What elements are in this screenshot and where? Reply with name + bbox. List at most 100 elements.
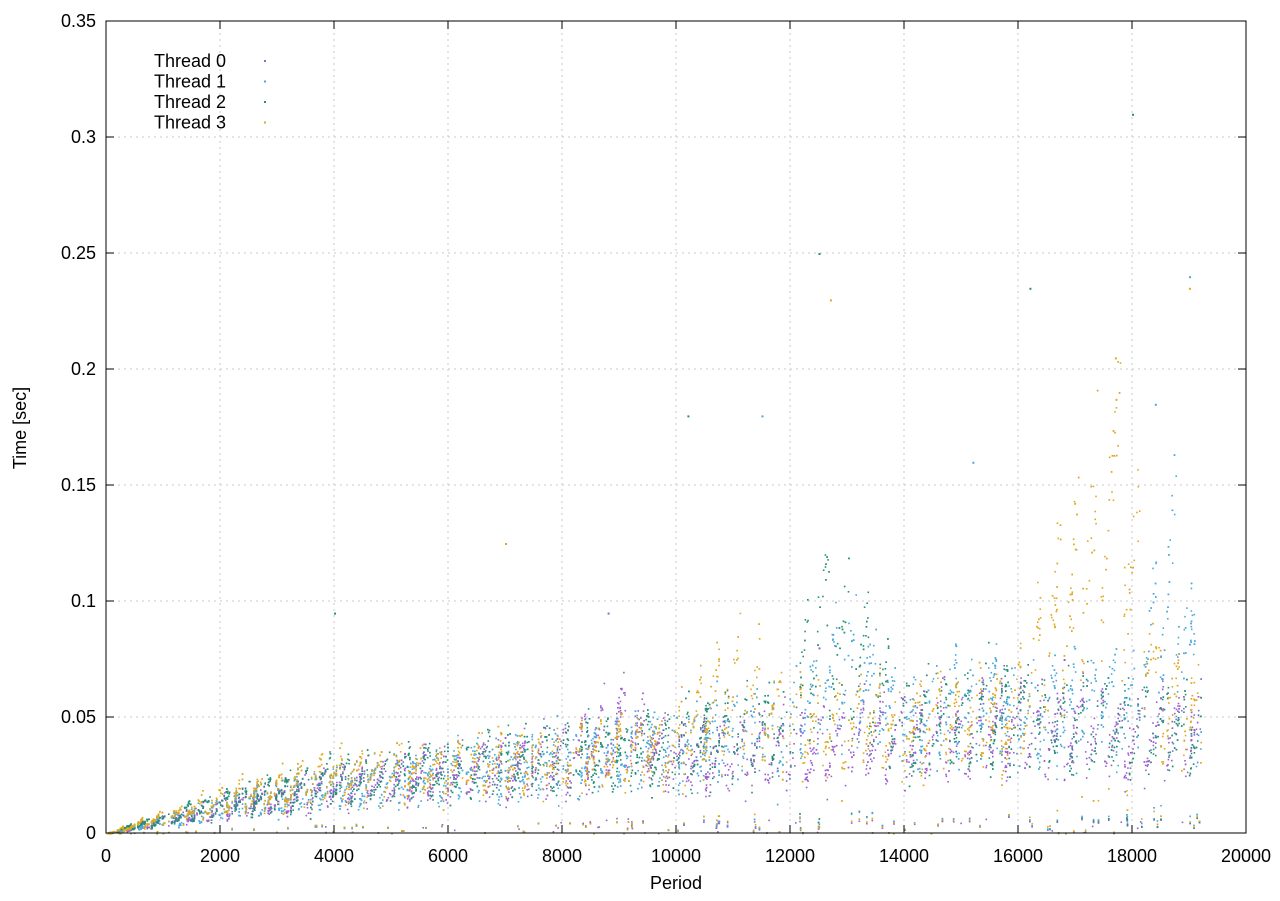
data-point — [616, 818, 618, 820]
data-point — [1052, 830, 1054, 832]
data-point — [756, 738, 758, 740]
data-point — [223, 795, 225, 797]
data-point — [324, 773, 326, 775]
data-point — [833, 688, 835, 690]
data-point — [281, 794, 283, 796]
data-point — [1095, 753, 1097, 755]
data-point — [942, 677, 944, 679]
data-point — [447, 794, 449, 796]
data-point — [970, 752, 972, 754]
data-point — [450, 805, 452, 807]
data-point — [971, 746, 973, 748]
data-point — [1131, 762, 1133, 764]
data-point — [850, 708, 852, 710]
outlier-point — [1064, 659, 1066, 661]
data-point — [348, 775, 350, 777]
data-point — [186, 809, 188, 811]
data-point — [557, 784, 559, 786]
data-point — [1157, 736, 1159, 738]
data-point — [802, 718, 804, 720]
data-point — [1176, 709, 1178, 711]
data-point — [457, 767, 459, 769]
data-point — [970, 750, 972, 752]
data-point — [1024, 767, 1026, 769]
data-point — [552, 761, 554, 763]
data-point — [903, 703, 905, 705]
data-point — [553, 763, 555, 765]
data-point — [505, 737, 507, 739]
data-point — [996, 715, 998, 717]
data-point — [1141, 826, 1143, 828]
data-point — [395, 786, 397, 788]
data-point — [737, 754, 739, 756]
data-point — [456, 776, 458, 778]
data-point — [546, 725, 548, 727]
data-point — [1162, 689, 1164, 691]
data-point — [415, 781, 417, 783]
data-point — [1178, 711, 1180, 713]
data-point — [740, 722, 742, 724]
data-point — [1114, 747, 1116, 749]
data-point — [593, 781, 595, 783]
data-point — [799, 686, 801, 688]
data-point — [1167, 692, 1169, 694]
data-point — [557, 769, 559, 771]
data-point — [723, 732, 725, 734]
data-point — [756, 746, 758, 748]
data-point — [1080, 689, 1082, 691]
data-point — [857, 738, 859, 740]
data-point — [982, 690, 984, 692]
data-point — [148, 818, 150, 820]
data-point — [1092, 731, 1094, 733]
data-point — [807, 769, 809, 771]
data-point — [321, 773, 323, 775]
data-point — [429, 798, 431, 800]
data-point — [924, 778, 926, 780]
data-point — [606, 769, 608, 771]
data-point — [438, 784, 440, 786]
data-point — [923, 690, 925, 692]
data-point — [213, 815, 215, 817]
data-point — [818, 822, 820, 824]
data-point — [198, 809, 200, 811]
data-point — [1109, 756, 1111, 758]
data-point — [294, 793, 296, 795]
data-point — [567, 792, 569, 794]
data-point — [1007, 670, 1009, 672]
data-point — [716, 727, 718, 729]
data-point — [866, 765, 868, 767]
data-point — [1169, 755, 1171, 757]
data-point — [705, 776, 707, 778]
data-point — [322, 775, 324, 777]
data-point — [664, 720, 666, 722]
data-point — [688, 758, 690, 760]
data-point — [1183, 696, 1185, 698]
data-point — [976, 722, 978, 724]
data-point — [377, 779, 379, 781]
data-point — [750, 758, 752, 760]
data-point — [1114, 726, 1116, 728]
data-point — [744, 720, 746, 722]
data-point — [476, 770, 478, 772]
data-point — [777, 740, 779, 742]
data-point — [1184, 690, 1186, 692]
data-point — [679, 752, 681, 754]
data-point — [531, 786, 533, 788]
data-point — [1190, 755, 1192, 757]
data-point — [789, 778, 791, 780]
data-point — [1183, 708, 1185, 710]
data-point — [913, 734, 915, 736]
data-point — [940, 710, 942, 712]
data-point — [992, 762, 994, 764]
data-point — [604, 683, 606, 685]
data-point — [710, 784, 712, 786]
data-point — [460, 761, 462, 763]
data-point — [242, 799, 244, 801]
data-point — [351, 797, 353, 799]
data-point — [883, 685, 885, 687]
data-point — [329, 751, 331, 753]
data-point — [315, 793, 317, 795]
data-point — [645, 719, 647, 721]
data-point — [450, 782, 452, 784]
data-point — [996, 707, 998, 709]
